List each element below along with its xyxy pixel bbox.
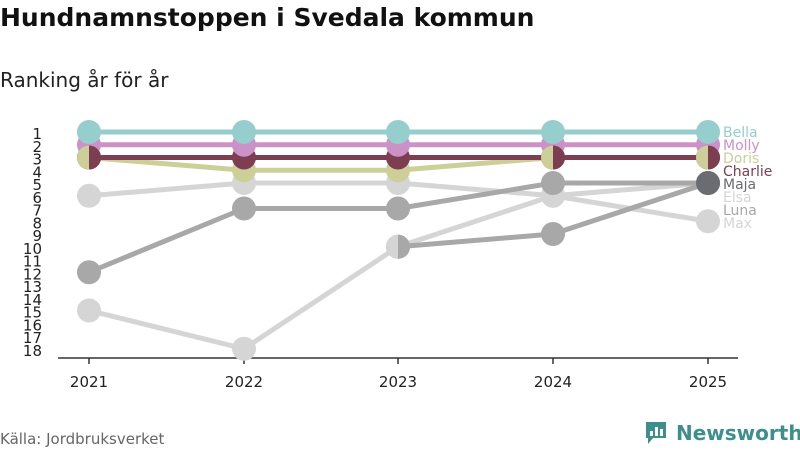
series-line xyxy=(89,183,708,272)
x-tick-label: 2021 xyxy=(70,373,108,391)
ranking-chart: 2021 2022 2023 2024 202512345678910111213141… xyxy=(0,0,800,420)
data-point xyxy=(541,120,565,144)
brand-name: Newsworthy xyxy=(676,421,800,445)
data-point xyxy=(386,197,410,221)
data-point xyxy=(77,184,101,208)
x-tick-label: 2025 xyxy=(689,373,727,391)
data-point-split xyxy=(398,235,410,259)
data-point xyxy=(77,260,101,284)
data-point xyxy=(232,197,256,221)
x-tick-label: 2024 xyxy=(534,373,572,391)
data-point xyxy=(696,209,720,233)
data-point xyxy=(232,337,256,361)
data-point xyxy=(541,222,565,246)
source-note: Källa: Jordbruksverket xyxy=(0,430,164,448)
data-point xyxy=(77,299,101,323)
newsworthy-logo-icon xyxy=(644,420,668,446)
data-point xyxy=(541,171,565,195)
data-point xyxy=(232,120,256,144)
x-tick-label: 2022 xyxy=(225,373,263,391)
data-point xyxy=(696,120,720,144)
series-end-label: Max xyxy=(723,216,752,232)
x-tick-label: 2023 xyxy=(379,373,417,391)
data-point xyxy=(77,120,101,144)
brand-logo: Newsworthy xyxy=(644,420,800,446)
data-point xyxy=(386,120,410,144)
data-point-highlight xyxy=(696,171,720,195)
y-tick-label: 18 xyxy=(23,342,42,360)
